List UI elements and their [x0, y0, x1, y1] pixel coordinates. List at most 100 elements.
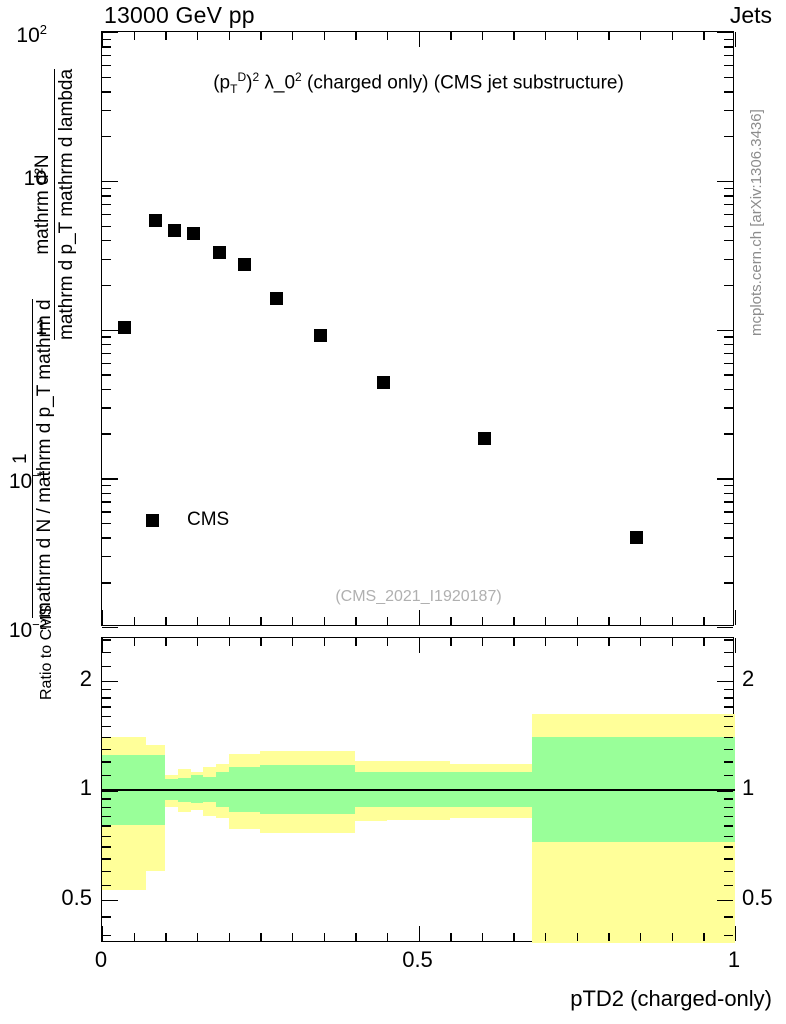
- axis-tick: [724, 38, 733, 41]
- axis-tick: [703, 638, 705, 646]
- axis-tick: [703, 933, 705, 941]
- axis-tick: [291, 32, 294, 40]
- axis-tick: [724, 492, 733, 495]
- axis-tick: [545, 617, 547, 625]
- data-point: [117, 321, 131, 335]
- axis-tick: [717, 627, 733, 629]
- axis-tick: [418, 638, 420, 653]
- axis-tick: [671, 638, 674, 646]
- axis-tick: [102, 790, 118, 792]
- axis-tick: [260, 638, 262, 646]
- axis-tick: [355, 617, 357, 625]
- axis-tick: [102, 258, 111, 260]
- axis-tick: [717, 329, 733, 331]
- axis-tick: [102, 239, 111, 242]
- category-label: Jets: [729, 2, 772, 28]
- data-point: [313, 329, 327, 343]
- axis-tick: [724, 825, 733, 827]
- axis-tick: [260, 933, 262, 941]
- axis-tick: [724, 203, 733, 206]
- axis-tick: [228, 32, 230, 40]
- axis-tick: [724, 91, 733, 93]
- axis-tick: [717, 790, 733, 792]
- axis-tick: [481, 617, 484, 625]
- axis-tick: [102, 748, 111, 751]
- axis-tick: [102, 523, 111, 525]
- axis-tick: [165, 638, 167, 646]
- axis-tick: [724, 715, 733, 718]
- inner-uncertainty-band: [190, 775, 204, 804]
- axis-tick: [102, 32, 104, 47]
- axis-tick: [196, 32, 199, 40]
- axis-tick: [102, 537, 111, 539]
- axis-tick: [102, 501, 111, 503]
- axis-tick: [576, 933, 579, 941]
- axis-tick: [450, 638, 452, 646]
- axis-tick: [102, 329, 118, 331]
- axis-tick: [133, 638, 136, 646]
- axis-tick: [386, 638, 389, 646]
- axis-tick: [102, 926, 104, 941]
- axis-tick: [102, 798, 111, 800]
- axis-tick: [481, 638, 484, 646]
- axis-tick: [418, 926, 420, 941]
- axis-tick: [102, 284, 111, 287]
- axis-tick: [724, 213, 733, 216]
- axis-tick: [102, 556, 111, 558]
- axis-tick: [102, 76, 111, 79]
- axis-tick: [724, 343, 733, 346]
- axis-tick: [640, 933, 642, 941]
- axis-tick: [724, 761, 733, 763]
- axis-tick: [640, 638, 642, 646]
- ratio-y-tick-label: 2: [79, 665, 92, 691]
- axis-tick: [386, 933, 389, 941]
- data-point: [212, 245, 226, 259]
- analysis-id-watermark: (CMS_2021_I1920187): [335, 588, 502, 605]
- axis-tick: [608, 638, 610, 646]
- axis-tick: [724, 582, 733, 584]
- axis-tick: [735, 32, 737, 47]
- axis-tick: [102, 815, 111, 818]
- axis-tick: [102, 433, 111, 435]
- axis-tick: [724, 374, 733, 376]
- axis-tick: [102, 352, 111, 354]
- axis-tick: [724, 870, 733, 873]
- axis-tick: [102, 407, 111, 409]
- axis-tick: [576, 638, 579, 646]
- axis-tick: [102, 627, 118, 629]
- mcplots-watermark: mcplots.cern.ch [arXiv:1306.3436]: [748, 109, 765, 336]
- axis-tick: [102, 846, 111, 848]
- axis-tick: [102, 187, 111, 189]
- axis-tick: [513, 32, 515, 40]
- axis-tick: [724, 225, 733, 227]
- legend-marker-cms: [146, 513, 159, 527]
- axis-tick: [724, 76, 733, 79]
- legend: CMS: [146, 509, 229, 531]
- axis-tick: [450, 617, 452, 625]
- axis-tick: [724, 697, 733, 699]
- axis-tick: [608, 32, 610, 40]
- axis-tick: [717, 180, 733, 183]
- axis-tick: [513, 617, 515, 625]
- axis-tick: [576, 617, 579, 625]
- axis-tick: [196, 638, 199, 646]
- ratio-y-tick-label: 1: [79, 775, 92, 801]
- axis-tick: [608, 617, 610, 625]
- axis-tick: [724, 665, 733, 667]
- axis-tick: [724, 511, 733, 513]
- axis-tick: [102, 388, 111, 391]
- axis-tick: [724, 884, 733, 886]
- axis-tick: [724, 934, 733, 937]
- axis-tick: [102, 884, 111, 886]
- axis-tick: [703, 617, 705, 625]
- axis-tick: [418, 32, 420, 47]
- axis-tick: [165, 617, 167, 625]
- data-point: [377, 376, 391, 390]
- axis-tick: [102, 109, 111, 112]
- axis-tick: [291, 933, 294, 941]
- axis-tick: [735, 638, 737, 653]
- axis-tick: [724, 748, 733, 751]
- axis-tick: [102, 55, 111, 57]
- axis-tick: [228, 933, 230, 941]
- axis-tick: [724, 726, 733, 728]
